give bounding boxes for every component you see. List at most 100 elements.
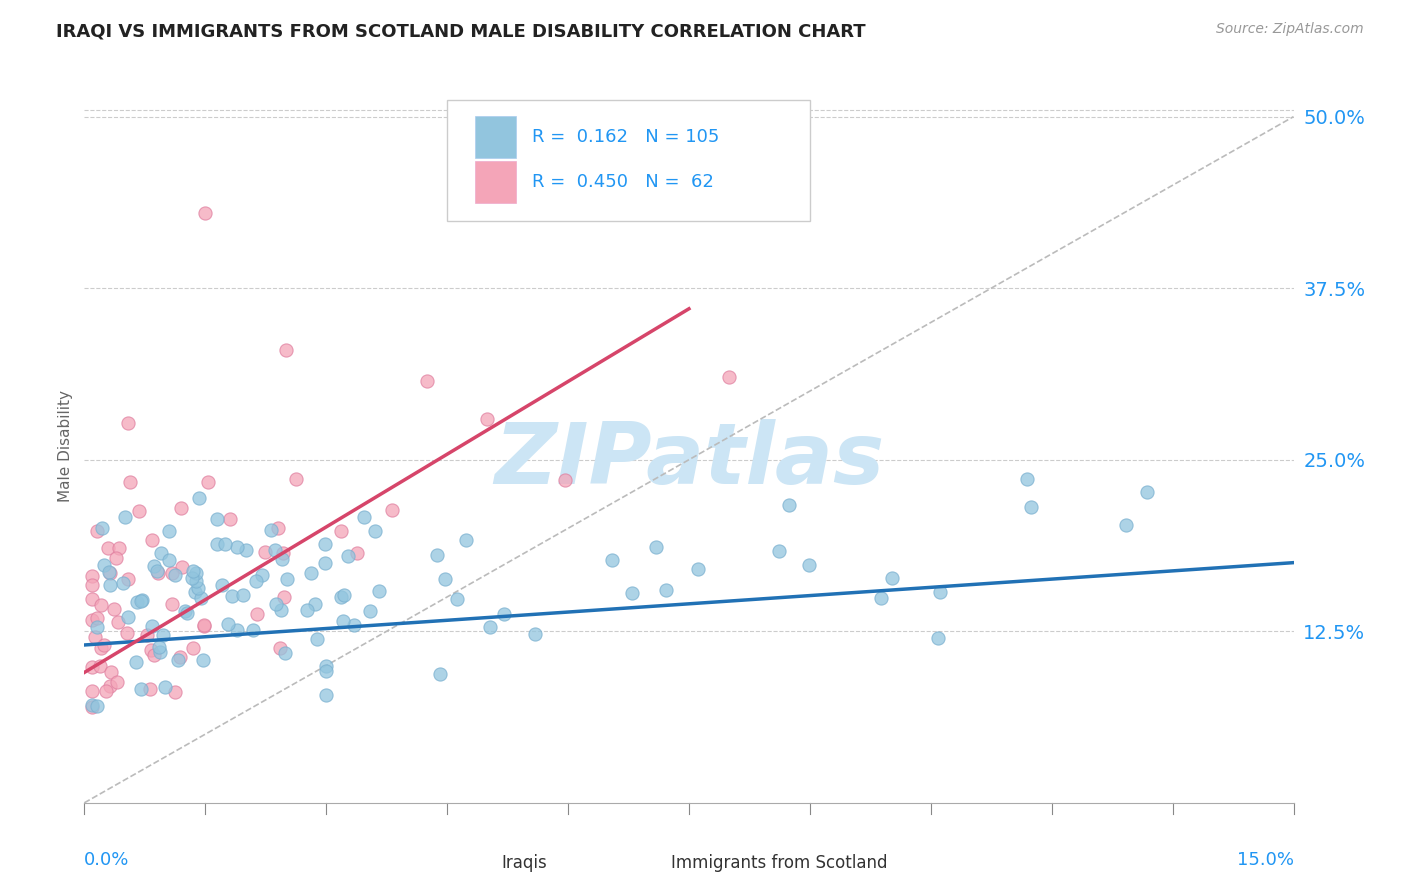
Point	[93, 638, 115, 652]
Point	[90, 521, 112, 535]
Point	[181, 571, 204, 585]
Point	[143, 559, 166, 574]
Point	[125, 655, 148, 669]
Point	[554, 473, 576, 487]
Point	[314, 537, 336, 551]
Point	[333, 588, 356, 602]
Point	[207, 512, 229, 526]
Point	[93, 558, 115, 573]
Point	[270, 603, 292, 617]
Point	[329, 591, 352, 605]
Text: ZIPatlas: ZIPatlas	[494, 418, 884, 502]
Point	[170, 501, 193, 516]
Point	[267, 521, 290, 535]
Point	[84, 630, 107, 644]
Point	[157, 524, 180, 538]
FancyBboxPatch shape	[447, 100, 810, 221]
Point	[153, 680, 176, 694]
Point	[186, 566, 208, 580]
Point	[221, 589, 243, 603]
Point	[86, 611, 108, 625]
Point	[98, 578, 121, 592]
Point	[315, 659, 337, 673]
Point	[108, 541, 131, 556]
Point	[226, 623, 249, 637]
Point	[114, 510, 136, 524]
Point	[94, 684, 117, 698]
Point	[314, 556, 336, 570]
Text: Immigrants from Scotland: Immigrants from Scotland	[671, 855, 887, 872]
Point	[103, 601, 125, 615]
Point	[620, 585, 643, 599]
Text: Source: ZipAtlas.com: Source: ZipAtlas.com	[1216, 22, 1364, 37]
Point	[173, 604, 195, 618]
Point	[98, 679, 121, 693]
Point	[129, 594, 152, 608]
Point	[82, 578, 104, 592]
Point	[271, 552, 294, 566]
Point	[149, 645, 172, 659]
Point	[82, 684, 104, 698]
Point	[426, 549, 449, 563]
Point	[82, 698, 104, 712]
Point	[600, 552, 623, 566]
Point	[359, 604, 381, 618]
Point	[169, 650, 191, 665]
Point	[778, 498, 800, 512]
Point	[416, 374, 439, 388]
Point	[128, 504, 150, 518]
Point	[433, 572, 456, 586]
Point	[190, 591, 212, 605]
FancyBboxPatch shape	[614, 850, 655, 883]
FancyBboxPatch shape	[475, 161, 516, 203]
Point	[89, 658, 111, 673]
Point	[117, 610, 139, 624]
Point	[82, 660, 104, 674]
Point	[330, 524, 353, 538]
Point	[188, 491, 211, 505]
Point	[768, 544, 790, 558]
Point	[141, 533, 163, 548]
Point	[218, 512, 240, 526]
Point	[170, 559, 193, 574]
Point	[107, 615, 129, 629]
Point	[186, 574, 208, 588]
Point	[315, 665, 337, 679]
Point	[446, 592, 468, 607]
Point	[193, 653, 215, 667]
Point	[98, 566, 121, 580]
Point	[284, 472, 307, 486]
Point	[869, 591, 891, 606]
Point	[524, 626, 547, 640]
Point	[86, 524, 108, 539]
Text: Iraqis: Iraqis	[502, 855, 547, 872]
Point	[100, 665, 122, 679]
Point	[655, 582, 678, 597]
Point	[157, 553, 180, 567]
Point	[235, 543, 257, 558]
Point	[150, 546, 173, 560]
Point	[129, 682, 152, 697]
Point	[141, 619, 163, 633]
Point	[274, 646, 297, 660]
Point	[205, 536, 228, 550]
Point	[454, 533, 477, 547]
Point	[429, 667, 451, 681]
Point	[160, 597, 183, 611]
Point	[82, 591, 104, 606]
Point	[232, 588, 254, 602]
Text: R =  0.162   N = 105: R = 0.162 N = 105	[531, 128, 718, 146]
Point	[152, 628, 174, 642]
Point	[274, 343, 297, 357]
Point	[105, 674, 128, 689]
Point	[245, 574, 267, 589]
Text: 0.0%: 0.0%	[84, 851, 129, 869]
Point	[1019, 500, 1042, 515]
Text: 15.0%: 15.0%	[1236, 851, 1294, 869]
Point	[82, 699, 104, 714]
Point	[494, 607, 516, 621]
Point	[271, 546, 294, 560]
Point	[183, 640, 205, 655]
Point	[165, 684, 187, 698]
Point	[181, 564, 204, 578]
